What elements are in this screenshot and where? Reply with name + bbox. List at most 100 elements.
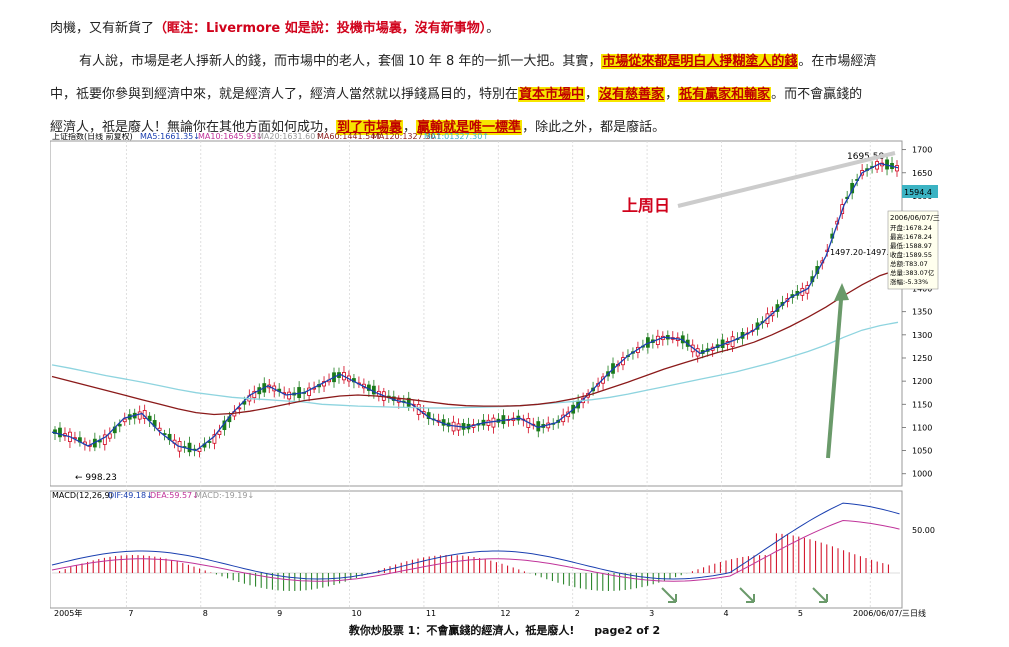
text-run: 經濟人，祇是廢人！無論你在其他方面如何成功， <box>50 120 337 135</box>
ma1-label: MA1:01327.30↑ <box>424 133 489 141</box>
candle-body <box>122 418 127 423</box>
y-tick-label: 1100 <box>912 423 932 432</box>
highlight: 沒有慈善家 <box>598 87 666 102</box>
text-run: ，除此之外，都是廢話。 <box>522 120 666 135</box>
info-panel <box>887 210 939 290</box>
macd-lines <box>51 502 900 591</box>
candle-body <box>212 434 217 444</box>
ma5-label: MA5:1661.35↓ <box>140 133 200 141</box>
x-tick-label: 4 <box>723 609 728 618</box>
info-line: 收盘:1589.55 <box>890 250 932 259</box>
chart-svg: 1000105011001150120012501300135014001450… <box>49 131 940 618</box>
pointer-line <box>677 151 896 208</box>
info-line: 总额:T83.07 <box>890 259 928 268</box>
x-tick-label: 5 <box>798 609 803 618</box>
y-tick-label: 1300 <box>912 331 932 340</box>
range-label: 1497.20-1497.95 <box>830 248 899 257</box>
ma120-label: MA120:1327.30↑ <box>372 133 442 141</box>
x-tick-label: 3 <box>649 609 654 618</box>
ma60-label: MA60:1441.54↑ <box>317 133 382 141</box>
candle-body <box>58 427 62 438</box>
candle-body <box>406 397 411 407</box>
current-price-box <box>902 185 938 198</box>
stock-chart: 1000105011001150120012501300135014001450… <box>49 131 940 618</box>
text-run: 有人說，市場是老人掙新人的錢，而市場中的老人，套個 10 年 8 年的一抓一大把… <box>79 54 602 69</box>
candle-body <box>137 411 142 420</box>
macd-dea: DEA:59.57↓ <box>150 491 199 500</box>
green-arrow-head <box>834 283 849 301</box>
ma10-label: MA10:1645.93↓ <box>198 133 263 141</box>
info-line: 最低:1588.97 <box>890 241 932 250</box>
low-label: ← 998.23 <box>75 473 117 483</box>
candle-body <box>287 391 292 400</box>
footer-page: page2 of 2 <box>594 624 661 637</box>
x-axis-unit: 日线 <box>910 608 926 618</box>
y-tick-label: 1000 <box>912 470 932 479</box>
paragraph-line-0: 肉機，又有新貨了（眶注：Livermore 如是說：投機市場裏，沒有新事物）。 <box>50 19 499 39</box>
series-line-ma60 <box>51 268 899 416</box>
macd-arrow-2 <box>739 587 755 603</box>
text-run: ， <box>585 87 599 102</box>
ma-lines <box>51 162 899 452</box>
text-run: ， <box>665 87 679 102</box>
candle-body <box>252 390 257 399</box>
candle-body <box>117 423 122 427</box>
highlight: 市場從來都是明白人掙糊塗人的錢 <box>601 54 799 69</box>
macd-arrow-3 <box>812 587 828 603</box>
x-tick-label: 12 <box>500 609 510 618</box>
y-tick-label: 1200 <box>912 377 932 386</box>
paragraph-line-2: 中，祗要你參與到經濟中來，就是經濟人了，經濟人當然就以掙錢爲目的，特別在資本市場… <box>50 85 862 105</box>
dea-line <box>51 519 900 582</box>
highlight: 到了市場裏 <box>336 120 404 135</box>
dif-line <box>51 502 900 580</box>
macd-level-label: 50.00 <box>912 526 935 535</box>
y-tick-label: 1700 <box>912 146 932 155</box>
candle-body <box>53 429 57 434</box>
highlight: 贏輸就是唯一標準 <box>416 120 523 135</box>
x-tick-label: 2 <box>575 609 580 618</box>
macd-arrow-1 <box>661 587 677 603</box>
macd-value: MACD:-19.19↓ <box>195 491 254 500</box>
info-lines: 开盘:1678.24最高:1678.24最低:1588.97收盘:1589.55… <box>890 223 935 286</box>
candle-body <box>371 385 376 395</box>
text-run: 。而不會贏錢的 <box>771 87 863 102</box>
footer-title: 教你炒股票 1：不會贏錢的經濟人，祗是廢人! <box>348 624 575 637</box>
x-tick-label: 8 <box>203 609 208 618</box>
series-line-ma120 <box>51 321 899 409</box>
text-run: 中，祗要你參與到經濟中來，就是經濟人了，經濟人當然就以掙錢爲目的，特別在 <box>50 87 519 102</box>
info-date: 2006/06/07/三 <box>890 214 940 222</box>
page-footer: 教你炒股票 1：不會贏錢的經濟人，祗是廢人! page2 of 2 <box>0 622 1009 638</box>
high-label: 1695.58 <box>847 152 884 162</box>
series-line-ma5 <box>51 162 899 452</box>
last-week-label: 上周日 <box>622 196 670 215</box>
candle-body <box>102 434 107 445</box>
text-run: 。 <box>486 21 500 36</box>
annotation-note: （眶注：Livermore 如是說：投機市場裏，沒有新事物） <box>154 21 487 36</box>
ma20-label: MA20:1631.60↑ <box>257 133 322 141</box>
y-tick-label: 1350 <box>912 308 932 317</box>
text-run: 。在市場經濟 <box>798 54 877 69</box>
candle-body <box>237 407 242 410</box>
price-pane <box>49 140 903 487</box>
candle-body <box>307 387 311 396</box>
x-tick-label: 2005年 <box>54 608 82 618</box>
y-tick-label: 1250 <box>912 354 932 363</box>
candle-body <box>217 430 222 435</box>
macd-dif: DIF:49.18↓ <box>108 491 153 500</box>
candle-body <box>187 442 192 453</box>
candle-body <box>491 417 496 428</box>
highlight: 資本市場中 <box>518 87 586 102</box>
text-run: ， <box>403 120 417 135</box>
x-tick-label: 9 <box>277 609 282 618</box>
y-tick-label: 1650 <box>912 169 932 178</box>
x-tick-label: 7 <box>128 609 133 618</box>
current-price: 1594.4 <box>904 188 932 197</box>
paragraph-line-3: 經濟人，祇是廢人！無論你在其他方面如何成功，到了市場裏，贏輸就是唯一標準，除此之… <box>50 118 665 138</box>
y-tick-label: 1150 <box>912 400 932 409</box>
candle-body <box>107 433 112 439</box>
x-tick-label: 2006/06/07/三 <box>853 609 910 618</box>
green-arrow-shaft <box>826 287 844 459</box>
candle-body <box>895 165 899 172</box>
info-line: 开盘:1678.24 <box>890 223 932 232</box>
index-name: 上证指数(日线 前复权) <box>52 133 133 141</box>
